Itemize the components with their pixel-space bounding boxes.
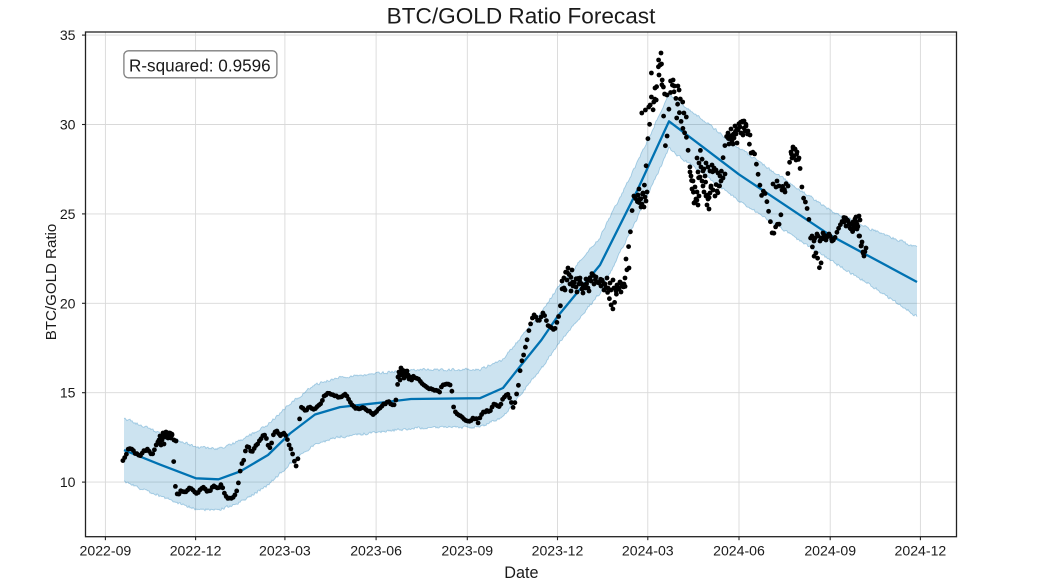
svg-text:2024-09: 2024-09 bbox=[804, 543, 856, 559]
svg-text:Date: Date bbox=[504, 564, 538, 582]
svg-text:2023-12: 2023-12 bbox=[532, 543, 584, 559]
svg-text:BTC/GOLD Ratio: BTC/GOLD Ratio bbox=[43, 224, 60, 341]
svg-text:35: 35 bbox=[60, 27, 76, 43]
svg-text:R-squared: 0.9596: R-squared: 0.9596 bbox=[129, 56, 271, 75]
svg-text:15: 15 bbox=[60, 385, 76, 401]
svg-text:2022-12: 2022-12 bbox=[170, 543, 222, 559]
svg-text:BTC/GOLD Ratio Forecast: BTC/GOLD Ratio Forecast bbox=[387, 3, 656, 28]
svg-text:10: 10 bbox=[60, 474, 76, 490]
svg-text:2024-03: 2024-03 bbox=[622, 543, 674, 559]
svg-text:2023-06: 2023-06 bbox=[350, 543, 402, 559]
svg-text:30: 30 bbox=[60, 117, 76, 133]
svg-text:2022-09: 2022-09 bbox=[80, 543, 132, 559]
svg-text:20: 20 bbox=[60, 295, 76, 311]
svg-text:25: 25 bbox=[60, 206, 76, 222]
svg-text:2024-06: 2024-06 bbox=[713, 543, 765, 559]
svg-text:2023-09: 2023-09 bbox=[441, 543, 493, 559]
svg-text:2024-12: 2024-12 bbox=[895, 543, 947, 559]
svg-text:2023-03: 2023-03 bbox=[259, 543, 311, 559]
